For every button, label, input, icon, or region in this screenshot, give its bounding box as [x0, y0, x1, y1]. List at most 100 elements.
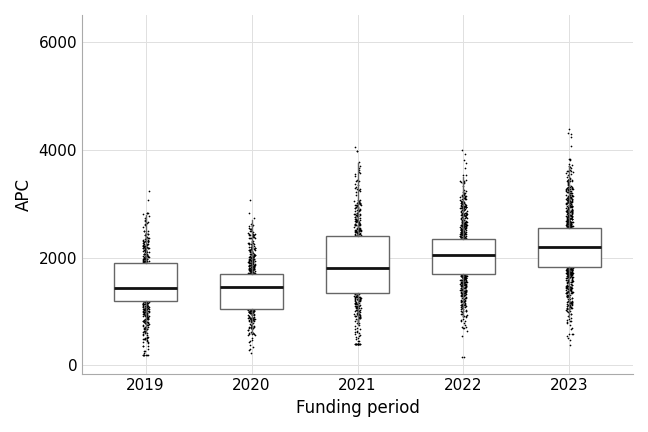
Point [354, 313, 364, 320]
Point [137, 342, 148, 349]
Point [461, 293, 471, 300]
Point [461, 273, 472, 280]
Point [564, 284, 575, 291]
Point [566, 183, 577, 190]
Point [352, 270, 362, 277]
Point [562, 196, 573, 203]
Point [564, 256, 575, 263]
Point [564, 250, 574, 257]
Point [457, 259, 467, 266]
Point [566, 250, 576, 257]
Point [566, 300, 576, 307]
Point [566, 262, 576, 269]
Point [562, 238, 572, 245]
Point [248, 277, 259, 284]
X-axis label: Funding period: Funding period [295, 399, 419, 417]
Point [352, 272, 362, 279]
Point [456, 227, 467, 234]
Point [563, 217, 573, 224]
Point [137, 307, 148, 314]
Point [244, 251, 255, 257]
Point [563, 225, 573, 232]
Point [566, 267, 577, 273]
Point [563, 296, 573, 303]
Point [457, 299, 468, 305]
Point [457, 258, 468, 265]
Point [566, 219, 577, 226]
Point [460, 289, 470, 296]
Point [354, 302, 365, 309]
Point [246, 269, 257, 276]
Point [138, 343, 148, 349]
Point [139, 270, 150, 277]
Point [352, 261, 362, 268]
Point [562, 276, 573, 283]
Point [566, 245, 576, 251]
Point [245, 277, 255, 284]
Point [244, 244, 254, 251]
Point [246, 294, 257, 301]
Point [564, 299, 575, 306]
Point [246, 268, 257, 275]
Point [354, 246, 365, 253]
Point [461, 267, 471, 274]
Point [244, 317, 255, 324]
Point [457, 291, 467, 298]
Point [139, 237, 150, 244]
Point [353, 259, 363, 266]
Point [567, 260, 577, 267]
Point [249, 303, 260, 310]
Point [352, 324, 362, 331]
Point [564, 253, 575, 260]
Point [244, 252, 255, 259]
Point [564, 244, 574, 251]
Point [141, 267, 152, 274]
Point [248, 296, 259, 303]
Point [461, 294, 472, 301]
Point [461, 208, 472, 215]
Point [350, 274, 360, 281]
Point [456, 245, 466, 252]
Point [141, 278, 151, 285]
Point [562, 168, 572, 175]
Point [458, 235, 469, 242]
Point [563, 205, 573, 212]
Point [351, 256, 361, 263]
Point [353, 279, 364, 286]
Point [143, 291, 153, 298]
Point [141, 283, 151, 290]
Point [138, 318, 148, 324]
Point [456, 297, 467, 304]
Point [139, 247, 149, 254]
Point [458, 254, 469, 260]
Point [456, 287, 466, 294]
Point [564, 242, 574, 249]
Point [354, 273, 364, 280]
Point [247, 238, 257, 245]
Point [562, 236, 572, 243]
Point [460, 273, 470, 280]
Point [140, 276, 150, 283]
Point [561, 283, 572, 289]
Point [140, 265, 150, 272]
Point [142, 250, 152, 257]
Point [459, 319, 469, 326]
Point [460, 299, 470, 306]
Point [566, 221, 576, 228]
Point [567, 242, 577, 249]
Point [459, 275, 470, 282]
Point [566, 189, 576, 196]
Point [349, 311, 360, 318]
Point [350, 267, 360, 274]
Point [461, 244, 472, 251]
Point [566, 130, 576, 137]
Point [139, 272, 150, 279]
Point [460, 235, 470, 242]
Point [457, 265, 468, 272]
Point [564, 126, 574, 133]
Point [562, 207, 572, 214]
Point [561, 188, 572, 195]
Point [249, 284, 259, 291]
Point [456, 243, 466, 250]
Point [565, 251, 575, 257]
